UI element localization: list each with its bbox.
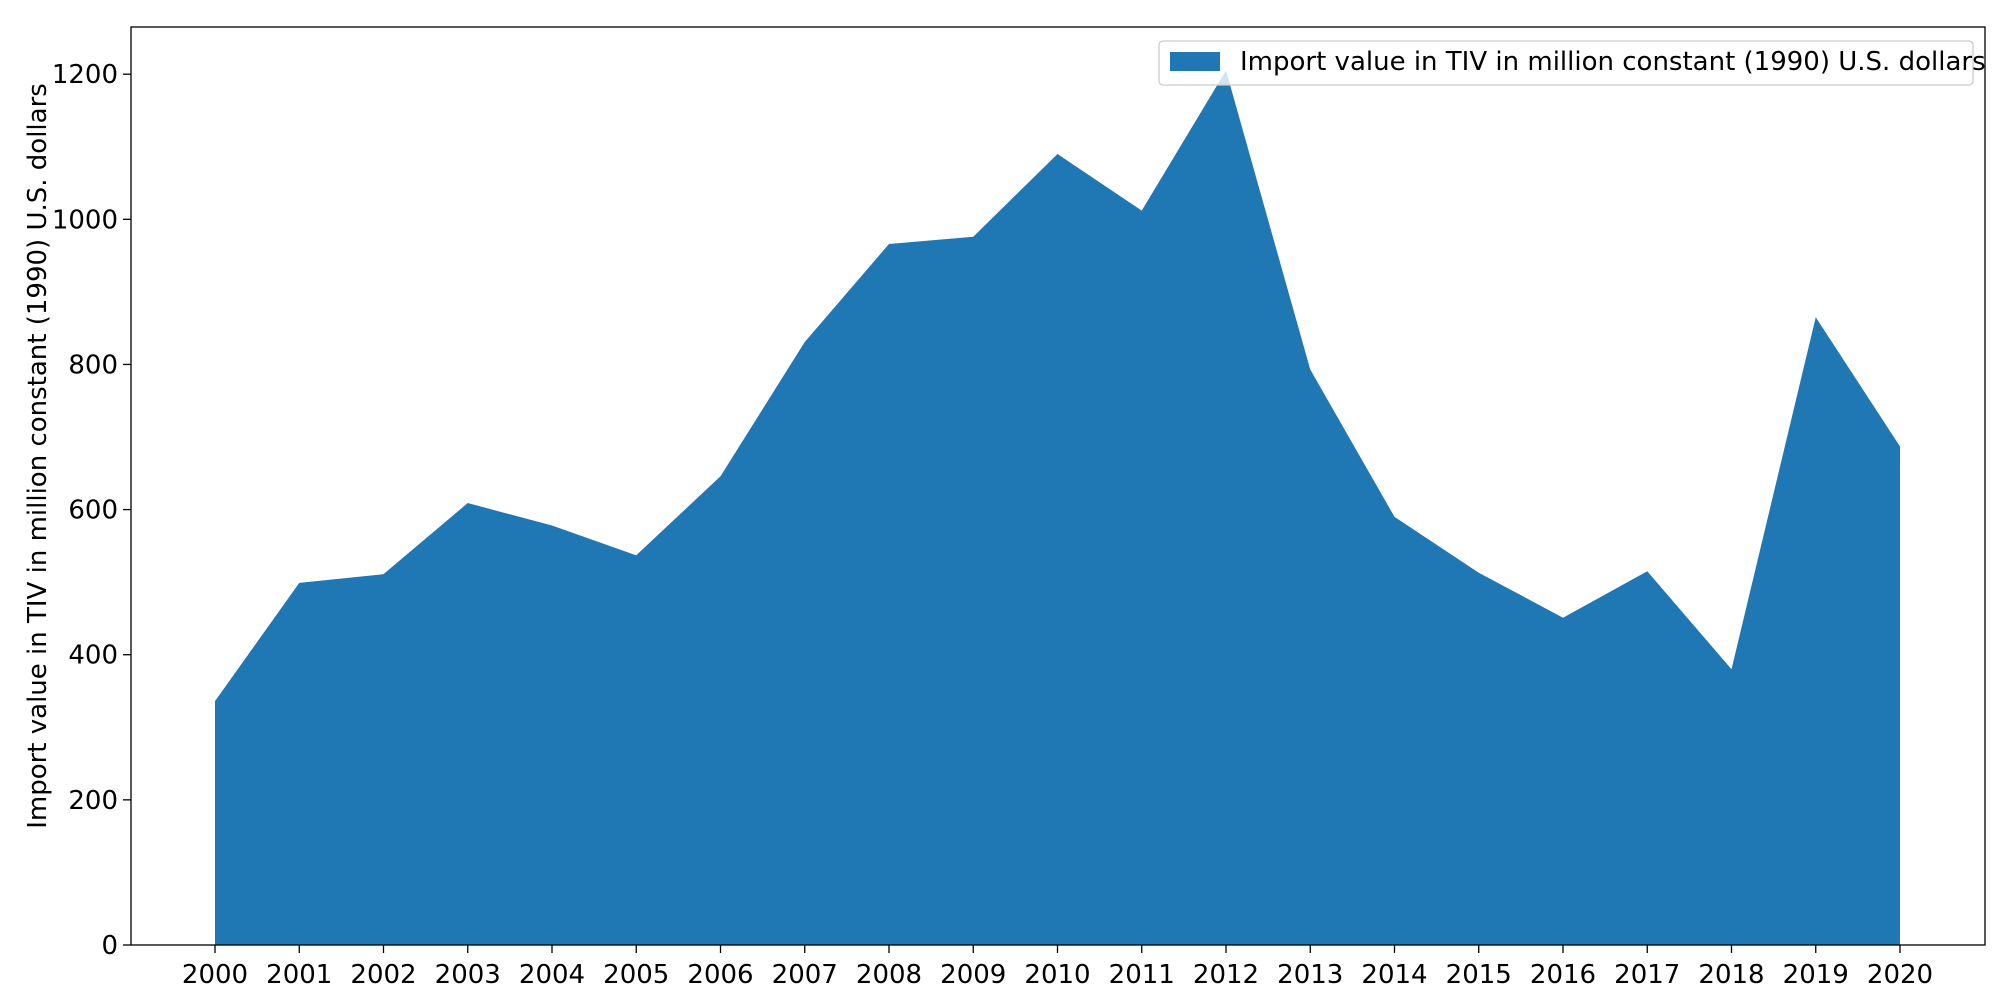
area-series <box>215 70 1900 945</box>
x-tick-label: 2018 <box>1698 960 1764 990</box>
x-tick-label: 2005 <box>603 960 669 990</box>
x-tick-label: 2013 <box>1277 960 1343 990</box>
legend-swatch <box>1170 52 1220 71</box>
y-tick-label: 600 <box>68 496 118 526</box>
legend: Import value in TIV in million constant … <box>1158 40 1986 86</box>
x-tick-label: 2007 <box>772 960 838 990</box>
x-tick-label: 2014 <box>1361 960 1427 990</box>
y-axis: 0 200 400 600 800 1000 1200 <box>52 60 131 961</box>
x-tick-label: 2003 <box>435 960 501 990</box>
y-axis-title: Import value in TIV in million constant … <box>23 83 53 829</box>
x-tick-label: 2004 <box>519 960 585 990</box>
y-tick-label: 1000 <box>52 205 118 235</box>
x-axis: 2000 2001 2002 2003 2004 2005 2006 2007 2008 2009… <box>182 945 1933 990</box>
y-tick-label: 0 <box>101 931 118 961</box>
x-tick-label: 2012 <box>1193 960 1259 990</box>
legend-label: Import value in TIV in million constant … <box>1240 47 1986 77</box>
y-tick-label: 1200 <box>52 60 118 90</box>
area-layer <box>215 70 1900 945</box>
x-tick-label: 2008 <box>856 960 922 990</box>
x-tick-label: 2020 <box>1867 960 1933 990</box>
x-tick-label: 2001 <box>266 960 332 990</box>
x-tick-label: 2016 <box>1530 960 1596 990</box>
x-tick-label: 2017 <box>1614 960 1680 990</box>
y-tick-label: 800 <box>68 350 118 380</box>
y-tick-label: 200 <box>68 786 118 816</box>
x-tick-label: 2019 <box>1783 960 1849 990</box>
x-tick-label: 2011 <box>1109 960 1175 990</box>
x-tick-label: 2006 <box>687 960 753 990</box>
x-tick-label: 2010 <box>1024 960 1090 990</box>
y-tick-label: 400 <box>68 641 118 671</box>
x-tick-label: 2002 <box>350 960 416 990</box>
x-tick-label: 2000 <box>182 960 248 990</box>
x-tick-label: 2015 <box>1446 960 1512 990</box>
x-tick-label: 2009 <box>940 960 1006 990</box>
legend-box <box>1158 40 1974 86</box>
